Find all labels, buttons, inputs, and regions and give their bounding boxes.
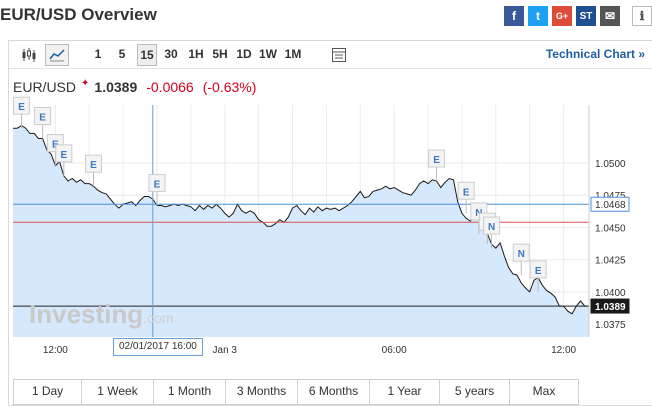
interval-30[interactable]: 30 — [164, 47, 178, 61]
y-tick-label: 1.0400 — [595, 288, 626, 299]
event-marker-box — [148, 174, 166, 193]
event-marker-label: E — [90, 160, 97, 171]
event-marker-box — [12, 96, 30, 115]
interval-1d[interactable]: 1D — [236, 47, 252, 61]
event-marker-label: N — [488, 222, 495, 233]
y-tick-label: 1.0425 — [595, 256, 626, 267]
quote-change: -0.0066 — [146, 79, 194, 95]
interval-5h[interactable]: 5H — [212, 47, 228, 61]
tab-1-month[interactable]: 1 Month — [154, 380, 226, 404]
event-marker-label: E — [463, 187, 470, 198]
event-marker-box — [457, 181, 475, 200]
quote-symbol: EUR/USD — [13, 79, 77, 95]
interval-1w[interactable]: 1W — [259, 47, 277, 61]
event-marker-box — [529, 260, 547, 279]
area-chart-icon[interactable] — [45, 44, 69, 66]
range-tabs: 1 Day 1 Week 1 Month 3 Months 6 Months 1… — [13, 379, 579, 405]
x-tick-label: 12:00 — [551, 345, 576, 356]
event-marker-box — [428, 149, 446, 168]
tab-1-day[interactable]: 1 Day — [14, 380, 82, 404]
candlestick-icon[interactable] — [17, 44, 41, 66]
page-title: EUR/USD Overview — [0, 5, 157, 24]
info-icon[interactable]: ℹ — [632, 6, 652, 26]
interval-1h[interactable]: 1H — [188, 47, 204, 61]
event-marker-label: E — [535, 266, 542, 277]
quote-header: EUR/USD ✦ 1.0389 -0.0066 (-0.63%) — [13, 77, 257, 96]
event-marker-label: E — [60, 150, 67, 161]
tab-1-week[interactable]: 1 Week — [82, 380, 154, 404]
google-plus-icon[interactable]: G+ — [552, 6, 572, 26]
price-line — [13, 125, 589, 315]
price-chart[interactable]: 1.0375 1.0400 1.0425 1.0450 1.0475 1.0500 1.04… — [9, 41, 652, 377]
event-marker-label: E — [433, 155, 440, 166]
interval-15[interactable]: 15 — [137, 44, 157, 66]
event-marker-box — [34, 107, 52, 126]
event-marker-box — [483, 216, 501, 235]
event-marker-label: E — [39, 113, 46, 124]
tab-5-years[interactable]: 5 years — [440, 380, 510, 404]
tab-max[interactable]: Max — [532, 384, 556, 398]
stocktwits-icon[interactable]: ST — [576, 6, 596, 26]
tab-6-months[interactable]: 6 Months — [298, 380, 370, 404]
down-arrow-icon: ✦ — [81, 77, 90, 89]
x-tick-label: 06:00 — [382, 345, 407, 356]
quote-price: 1.0389 — [94, 79, 138, 95]
event-marker-box — [84, 154, 102, 173]
event-marker-box — [512, 243, 530, 262]
event-marker-label: E — [154, 180, 161, 191]
technical-chart-link[interactable]: Technical Chart » — [545, 47, 645, 61]
interval-1[interactable]: 1 — [94, 47, 102, 61]
y-tick-label: 1.0375 — [595, 320, 626, 331]
social-share-bar: f t G+ ST ✉ ℹ — [504, 6, 652, 26]
price-label: 1.0468 — [595, 200, 626, 211]
interval-1m[interactable]: 1M — [284, 47, 302, 61]
price-label-box — [590, 196, 630, 212]
quote-change-percent: (-0.63%) — [202, 79, 257, 95]
x-tick-label: 12:00 — [43, 345, 68, 356]
price-label: 1.0389 — [595, 302, 626, 313]
crosshair-date-label: 02/01/2017 16:00 — [113, 338, 203, 356]
tab-3-months[interactable]: 3 Months — [226, 380, 298, 404]
chart-panel: 1 5 15 30 1H 5H 1D 1W 1M Technical Chart… — [8, 40, 652, 406]
chart-toolbar: 1 5 15 30 1H 5H 1D 1W 1M Technical Chart… — [9, 41, 652, 69]
mail-icon[interactable]: ✉ — [600, 6, 620, 26]
investing-watermark: Investing.com — [29, 299, 174, 329]
event-marker-box — [55, 144, 73, 163]
y-tick-label: 1.0500 — [595, 159, 626, 170]
y-tick-label: 1.0475 — [595, 191, 626, 202]
price-label-box — [590, 298, 630, 314]
facebook-icon[interactable]: f — [504, 6, 524, 26]
tab-1-year[interactable]: 1 Year — [370, 380, 440, 404]
event-marker-label: E — [18, 102, 25, 113]
x-tick-label: Jan 3 — [213, 345, 238, 356]
y-tick-label: 1.0450 — [595, 223, 626, 234]
twitter-icon[interactable]: t — [528, 6, 548, 26]
interval-5[interactable]: 5 — [118, 47, 126, 61]
price-area — [13, 125, 589, 337]
chart-settings-icon[interactable] — [327, 44, 351, 66]
event-marker-label: N — [518, 249, 525, 260]
